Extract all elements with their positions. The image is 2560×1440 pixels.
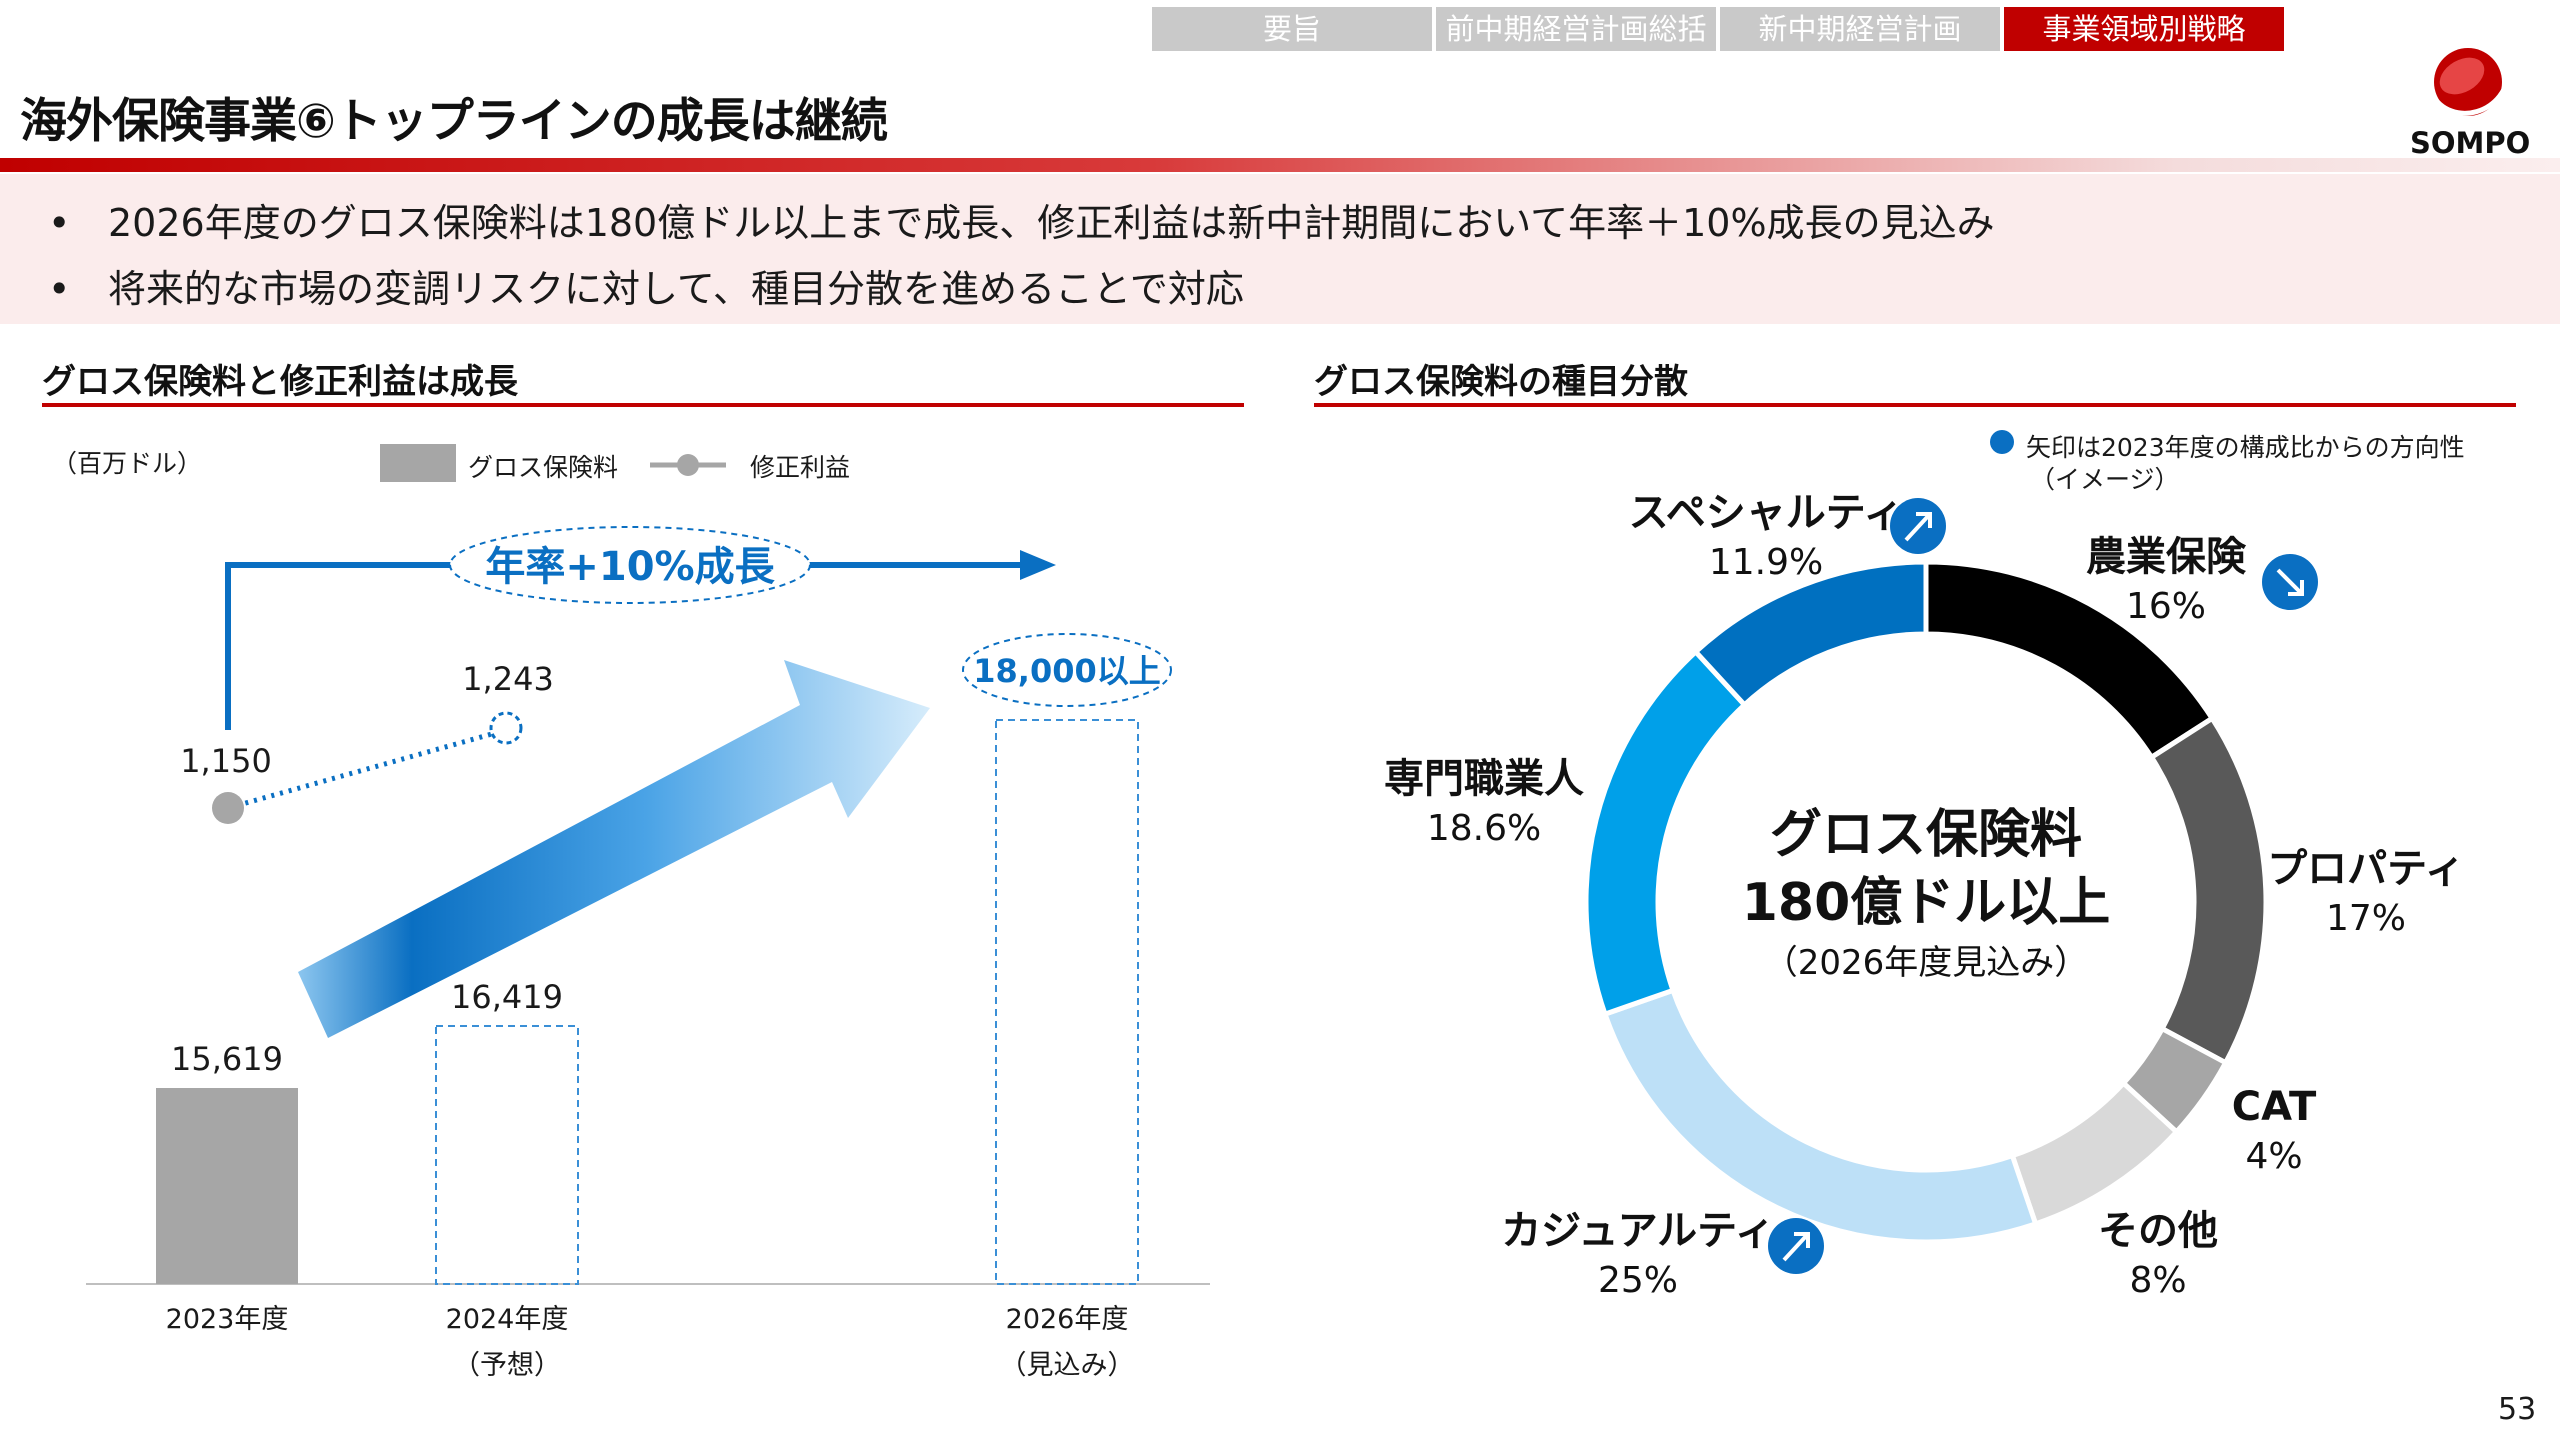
category-label: 2026年度 bbox=[1006, 1304, 1129, 1335]
bar-label-2024: 16,419 bbox=[451, 978, 563, 1016]
note-subtext: （イメージ） bbox=[2030, 465, 2180, 494]
segment-pct-property: 17% bbox=[2326, 898, 2406, 939]
growth-label: 年率+10%成長 bbox=[485, 544, 775, 590]
category-label: 2024年度 bbox=[446, 1304, 569, 1335]
segment-pct-cat: 4% bbox=[2245, 1136, 2302, 1177]
nav-tab-new-plan[interactable]: 新中期経営計画 bbox=[1720, 7, 2000, 51]
section-nav: 要旨 前中期経営計画総括 新中期経営計画 事業領域別戦略 bbox=[1152, 7, 2284, 51]
category-sublabel: （見込み） bbox=[1000, 1350, 1135, 1381]
left-section-title: グロス保険料と修正利益は成長 bbox=[42, 362, 518, 402]
arrow-down-icon-agriculture bbox=[2262, 554, 2318, 610]
segment-label-property: プロパティ bbox=[2267, 846, 2465, 892]
segment-label-agriculture: 農業保険 bbox=[2086, 534, 2247, 580]
segment-pct-agriculture: 16% bbox=[2126, 586, 2206, 627]
growth-label-ellipse bbox=[449, 526, 811, 604]
target-label: 18,000以上 bbox=[973, 652, 1161, 690]
profit-label-2024: 1,243 bbox=[462, 660, 554, 698]
segment-label-casualty: カジュアルティ bbox=[1501, 1208, 1775, 1254]
logo-text: SOMPO bbox=[2410, 126, 2531, 160]
donut-segment-casualty bbox=[1601, 987, 2039, 1245]
category-label: 2023年度 bbox=[166, 1304, 289, 1335]
donut-segment-specialty bbox=[1692, 559, 1929, 709]
nav-tab-summary[interactable]: 要旨 bbox=[1152, 7, 1432, 51]
donut-segment-property bbox=[2148, 714, 2269, 1067]
target-label-ellipse bbox=[962, 633, 1172, 707]
bullet-item: 2026年度のグロス保険料は180億ドル以上まで成長、修正利益は新中計期間におい… bbox=[46, 190, 2560, 256]
segment-pct-other: 8% bbox=[2129, 1260, 2186, 1301]
summary-bullets: 2026年度のグロス保険料は180億ドル以上まで成長、修正利益は新中計期間におい… bbox=[0, 174, 2560, 324]
sompo-logo: SOMPO bbox=[2410, 36, 2530, 166]
donut-segments bbox=[1583, 559, 2269, 1245]
segment-pct-specialty: 11.9% bbox=[1709, 542, 1823, 583]
growth-bracket-arrowhead bbox=[1020, 550, 1056, 580]
profit-point-2023 bbox=[212, 792, 244, 824]
donut-center-amount: 180億ドル以上 bbox=[1742, 873, 2111, 933]
note-dot-icon bbox=[1990, 430, 2014, 454]
segment-pct-professional: 18.6% bbox=[1427, 808, 1541, 849]
page-title: 海外保険事業⑥トップラインの成長は継続 bbox=[20, 94, 888, 149]
nav-tab-business-strategy[interactable]: 事業領域別戦略 bbox=[2004, 7, 2284, 51]
left-section-divider bbox=[42, 403, 1244, 407]
nav-tab-previous-plan-review[interactable]: 前中期経営計画総括 bbox=[1436, 7, 1716, 51]
profit-line bbox=[227, 727, 507, 811]
segment-label-specialty: スペシャルティ bbox=[1629, 490, 1904, 536]
segment-label-other: その他 bbox=[2098, 1208, 2218, 1254]
bar-2023 bbox=[156, 1088, 298, 1284]
legend-line-label: 修正利益 bbox=[750, 453, 851, 482]
segment-label-professional: 専門職業人 bbox=[1384, 756, 1584, 802]
premium-mix-donut-chart: グロス保険料 180億ドル以上 （2026年度見込み） 農業保険 16% プロパ… bbox=[1384, 490, 2465, 1301]
right-section-divider bbox=[1314, 403, 2516, 407]
legend-line-swatch bbox=[650, 454, 726, 476]
category-sublabel: （予想） bbox=[453, 1350, 561, 1381]
donut-center-note: （2026年度見込み） bbox=[1764, 943, 2089, 983]
bullet-item: 将来的な市場の変調リスクに対して、種目分散を進めることで対応 bbox=[46, 256, 2560, 322]
trend-arrow bbox=[298, 660, 930, 1038]
title-divider bbox=[0, 158, 2560, 172]
arrow-up-icon-casualty bbox=[1768, 1218, 1824, 1274]
page-number: 53 bbox=[2498, 1392, 2537, 1427]
segment-pct-casualty: 25% bbox=[1598, 1260, 1678, 1301]
legend-bar-label: グロス保険料 bbox=[468, 453, 619, 482]
premium-profit-chart: 年率+10%成長 15,619 16,419 18,000以上 1,150 1,… bbox=[86, 526, 1210, 1381]
profit-label-2023: 1,150 bbox=[180, 742, 272, 780]
legend-bar-swatch bbox=[380, 444, 456, 482]
bar-2024-forecast bbox=[435, 1025, 579, 1285]
segment-label-cat: CAT bbox=[2232, 1084, 2317, 1130]
bar-2026-outlook bbox=[995, 719, 1139, 1285]
right-section-title: グロス保険料の種目分散 bbox=[1314, 362, 1688, 402]
sompo-logo-icon bbox=[2429, 48, 2513, 116]
bar-label-2023: 15,619 bbox=[171, 1040, 283, 1078]
arrow-up-icon-specialty bbox=[1890, 498, 1946, 554]
profit-point-2024 bbox=[489, 711, 523, 745]
donut-segment-professional bbox=[1583, 648, 1749, 1018]
donut-center-title: グロス保険料 bbox=[1770, 805, 2082, 865]
note-text: 矢印は2023年度の構成比からの方向性 bbox=[2026, 433, 2465, 462]
unit-label: （百万ドル） bbox=[52, 449, 203, 478]
